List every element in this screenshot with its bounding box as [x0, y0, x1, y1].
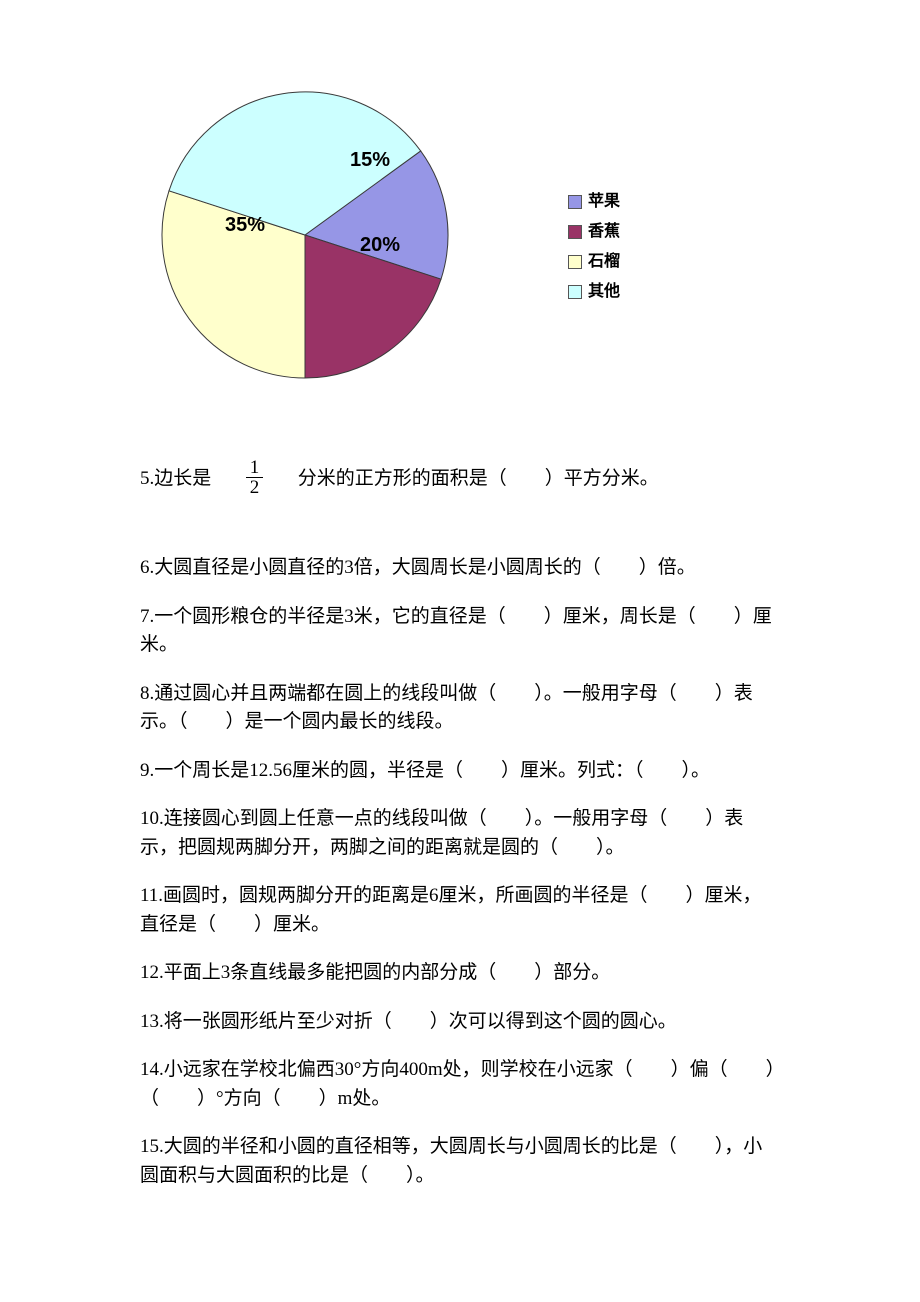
slice-label-香蕉: 20% [360, 230, 400, 260]
question-5: 5.边长是 1 2 分米的正方形的面积是（ ）平方分米。 [140, 460, 780, 499]
fraction-denominator: 2 [246, 478, 264, 497]
pie-chart: 15% 20% 35% 苹果香蕉石榴其他 [140, 90, 620, 400]
fraction-numerator: 1 [246, 458, 264, 478]
question-10: 10.连接圆心到圆上任意一点的线段叫做（ ）。一般用字母（ ）表示，把圆规两脚分… [140, 805, 780, 862]
legend-swatch [568, 285, 582, 299]
legend-item-石榴: 石榴 [568, 250, 620, 274]
slice-label-其他: 35% [225, 210, 265, 240]
legend: 苹果香蕉石榴其他 [568, 190, 620, 310]
question-9: 9.一个周长是12.56厘米的圆，半径是（ ）厘米。列式：（ ）。 [140, 757, 780, 786]
pie-svg [160, 90, 450, 380]
question-8: 8.通过圆心并且两端都在圆上的线段叫做（ ）。一般用字母（ ）表示。（ ）是一个… [140, 680, 780, 737]
q5-text-b: 分米的正方形的面积是（ ）平方分米。 [298, 468, 659, 489]
legend-item-香蕉: 香蕉 [568, 220, 620, 244]
pie-wrap: 15% 20% 35% [160, 90, 450, 390]
legend-swatch [568, 255, 582, 269]
legend-label: 其他 [588, 280, 620, 304]
question-14: 14.小远家在学校北偏西30°方向400m处，则学校在小远家（ ）偏（ ）（ ）… [140, 1056, 780, 1113]
fraction-one-half: 1 2 [246, 458, 264, 497]
question-12: 12.平面上3条直线最多能把圆的内部分成（ ）部分。 [140, 959, 780, 988]
legend-item-其他: 其他 [568, 280, 620, 304]
pie-slices [162, 92, 448, 378]
question-13: 13.将一张圆形纸片至少对折（ ）次可以得到这个圆的圆心。 [140, 1008, 780, 1037]
legend-label: 石榴 [588, 250, 620, 274]
legend-swatch [568, 195, 582, 209]
legend-label: 香蕉 [588, 220, 620, 244]
question-15: 15.大圆的半径和小圆的直径相等，大圆周长与小圆周长的比是（ ），小圆面积与大圆… [140, 1133, 780, 1190]
legend-swatch [568, 225, 582, 239]
question-6: 6.大圆直径是小圆直径的3倍，大圆周长是小圆周长的（ ）倍。 [140, 554, 780, 583]
question-7: 7.一个圆形粮仓的半径是3米，它的直径是（ ）厘米，周长是（ ）厘米。 [140, 603, 780, 660]
legend-item-苹果: 苹果 [568, 190, 620, 214]
q5-text-a: 5.边长是 [140, 468, 211, 489]
slice-label-苹果: 15% [350, 145, 390, 175]
legend-label: 苹果 [588, 190, 620, 214]
question-11: 11.画圆时，圆规两脚分开的距离是6厘米，所画圆的半径是（ ）厘米，直径是（ ）… [140, 882, 780, 939]
